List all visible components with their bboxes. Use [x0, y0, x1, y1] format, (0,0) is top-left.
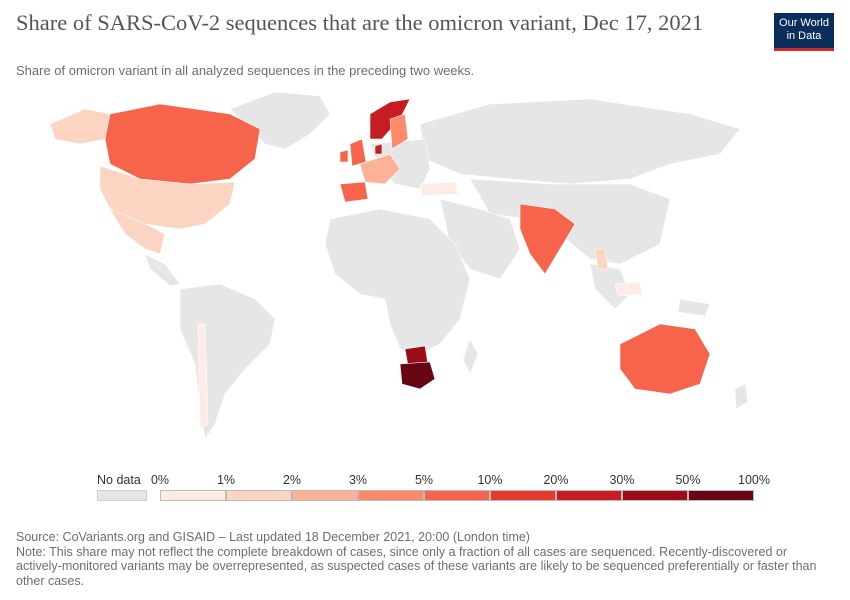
region-turkey [419, 181, 459, 197]
legend-color-swatch [160, 490, 226, 501]
note-text: Note: This share may not reflect the com… [16, 544, 817, 588]
legend-no-data-swatch [97, 490, 147, 501]
region-chile [197, 323, 209, 430]
legend-tick-label: 20% [543, 473, 569, 487]
logo-line-1: Our World [779, 17, 829, 29]
legend: No data 0% 1% 2% 3% 5% 10% 20% 30% 50% 100% [90, 470, 790, 510]
legend-tick-label: 100% [738, 473, 770, 487]
region-united-kingdom [349, 138, 367, 167]
footer-source: Source: CoVariants.org and GISAID – Last… [16, 530, 836, 588]
region-central-america [144, 253, 181, 287]
legend-color-swatch [622, 490, 688, 501]
region-france-germany [359, 153, 401, 185]
region-sweden [389, 113, 409, 150]
legend-color-swatch [556, 490, 622, 501]
region-india [519, 203, 576, 275]
region-spain-portugal [339, 181, 369, 203]
region-alaska [49, 108, 111, 145]
region-russia-asia [419, 98, 741, 185]
region-ireland [339, 149, 349, 163]
region-southeast-asia [589, 263, 631, 310]
legend-color-swatch [490, 490, 556, 501]
region-united-states [99, 165, 236, 230]
legend-color-swatch [424, 490, 490, 501]
chart-subtitle: Share of omicron variant in all analyzed… [16, 63, 475, 78]
owid-logo[interactable]: Our World in Data [774, 13, 834, 51]
data-regions [49, 98, 749, 430]
region-indonesia [614, 281, 643, 297]
legend-tick-label: 3% [348, 473, 368, 487]
region-mexico [109, 208, 166, 255]
region-papua [677, 298, 711, 317]
legend-tick-label: 1% [216, 473, 236, 487]
region-australia [619, 323, 711, 395]
legend-tick-label: 5% [414, 473, 434, 487]
region-denmark [374, 143, 383, 155]
world-map [49, 91, 749, 440]
legend-tick-label: 50% [675, 473, 701, 487]
legend-tick-label: 10% [477, 473, 503, 487]
region-canada [104, 103, 261, 185]
logo-line-2: in Data [786, 30, 822, 42]
legend-color-swatch [358, 490, 424, 501]
legend-tick-label: 2% [282, 473, 302, 487]
legend-color-swatch [226, 490, 292, 501]
region-south-africa [399, 361, 436, 390]
legend-color-swatch [688, 490, 754, 501]
legend-tick-label: 0% [150, 473, 170, 487]
source-text: Source: CoVariants.org and GISAID – Last… [16, 530, 530, 544]
legend-no-data-label: No data [97, 473, 141, 487]
chart-title: Share of SARS-CoV-2 sequences that are t… [16, 10, 704, 35]
region-thailand [594, 248, 609, 270]
region-south-america [179, 283, 276, 440]
legend-tick-label: 30% [609, 473, 635, 487]
region-madagascar [462, 338, 479, 375]
region-new-zealand [734, 383, 749, 410]
legend-color-swatch [292, 490, 358, 501]
